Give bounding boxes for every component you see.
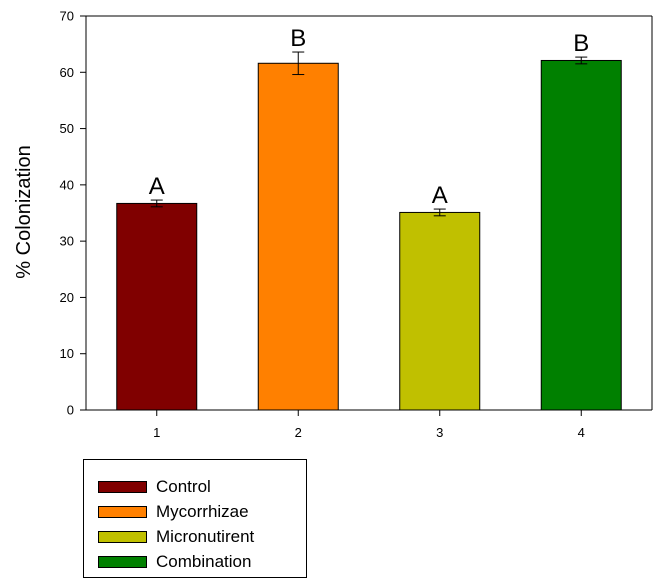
x-tick-label: 2 [295, 425, 302, 440]
x-tick-label: 4 [578, 425, 585, 440]
y-axis-title: % Colonization [13, 145, 35, 278]
y-tick-label: 20 [60, 290, 74, 305]
legend-item-micronutirent: Micronutirent [98, 527, 254, 547]
plot-area: 0 10 20 30 40 50 60 70 A 1 B 2 A 3 B 4 [60, 9, 653, 440]
significance-label-4: B [573, 30, 589, 57]
legend-item-mycorrhizae: Mycorrhizae [98, 502, 249, 522]
bar-2 [257, 62, 339, 411]
y-tick-label: 40 [60, 177, 74, 192]
legend-item-control: Control [98, 477, 211, 497]
significance-label-1: A [149, 173, 165, 200]
y-tick-label: 0 [67, 403, 74, 418]
legend-label-control: Control [156, 477, 211, 496]
y-tick-label: 10 [60, 346, 74, 361]
legend-label-micronutirent: Micronutirent [156, 527, 255, 546]
legend-label-combination: Combination [156, 552, 252, 571]
legend-swatch-control [98, 481, 147, 493]
bar-4 [540, 59, 622, 411]
legend-label-mycorrhizae: Mycorrhizae [156, 502, 249, 521]
y-tick-label: 50 [60, 121, 74, 136]
bar-1 [116, 202, 198, 411]
x-tick-label: 3 [436, 425, 443, 440]
legend-swatch-mycorrhizae [98, 506, 147, 518]
legend-swatch-combination [98, 556, 147, 568]
significance-label-3: A [432, 182, 448, 209]
legend-swatch-micronutirent [98, 531, 147, 543]
legend: Control Mycorrhizae Micronutirent Combin… [83, 459, 307, 578]
x-tick-label: 1 [153, 425, 160, 440]
bar-3 [399, 211, 481, 411]
legend-item-combination: Combination [98, 552, 251, 572]
y-tick-label: 30 [60, 234, 74, 249]
y-tick-label: 70 [60, 9, 74, 24]
y-tick-label: 60 [60, 65, 74, 80]
significance-label-2: B [290, 25, 306, 52]
